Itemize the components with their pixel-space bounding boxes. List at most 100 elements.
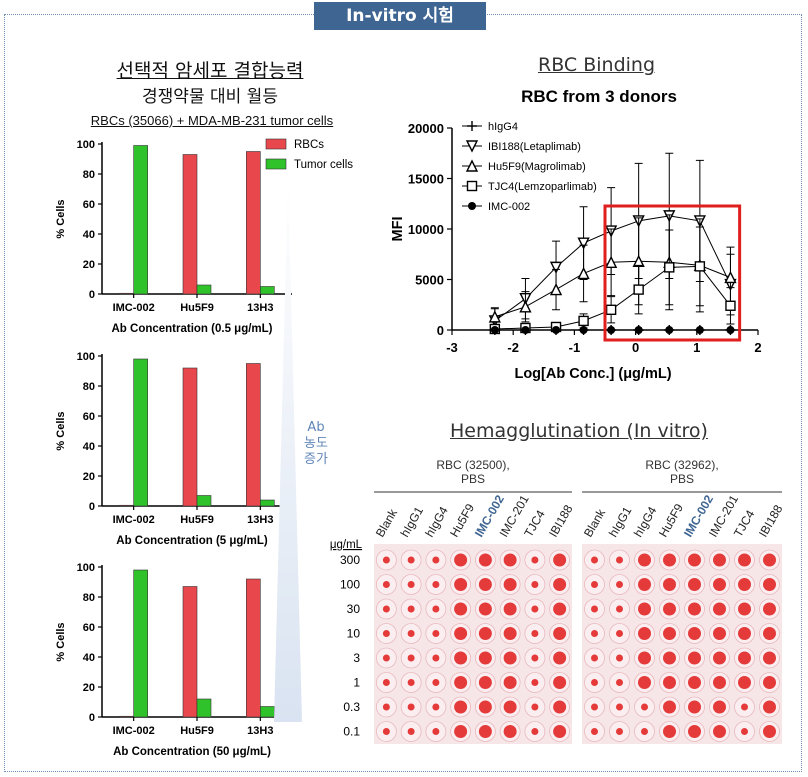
x-tick-label: -2	[507, 340, 519, 355]
legend-label: TJC4(Lemzoparlimab)	[488, 181, 597, 193]
well-dot	[738, 553, 751, 567]
well-dot	[713, 700, 726, 714]
x-tick-label: 1	[693, 340, 700, 355]
y-tick-label: 10000	[408, 222, 444, 237]
marker-triangle-up	[577, 266, 590, 280]
y-tick-label: 0	[89, 712, 95, 724]
well-dot	[553, 602, 567, 616]
well-dot	[478, 725, 492, 738]
well-dot	[713, 651, 726, 665]
marker-triangle-down	[465, 140, 479, 153]
group-label: RBC (32500),	[436, 458, 509, 472]
well-dot	[478, 578, 492, 591]
bar-chart-0-5: 0 20 40 60 80 100 IMC-002 Hu5F9 13H3 Ab Concentra…	[55, 138, 353, 335]
row-label: 3	[353, 651, 360, 665]
x-tick-label: -1	[569, 340, 581, 355]
well-dot	[688, 700, 701, 714]
bar-tumor-cells	[196, 495, 212, 507]
left-subtitle: 경쟁약물 대비 월등	[142, 87, 278, 107]
row-label: 0.3	[343, 700, 360, 714]
well-dot	[763, 627, 776, 640]
column-label: hIgG4	[631, 504, 660, 540]
row-label: 1	[353, 676, 360, 690]
y-tick-label: 0	[437, 323, 444, 338]
well-dot	[663, 676, 676, 689]
x-tick-label: Hu5F9	[180, 302, 214, 314]
well-dot	[741, 703, 748, 711]
bar-chart-5: 0 20 40 60 80 100 IMC-002 Hu5F9 13H3 Ab Concentra…	[55, 351, 292, 547]
well-dot	[454, 627, 468, 640]
marker-triangle-up	[604, 255, 618, 269]
group-label: PBS	[461, 472, 485, 486]
row-label: 0.1	[343, 725, 360, 739]
well-dot	[407, 630, 415, 637]
well-dot	[591, 605, 598, 613]
marker-circle	[579, 326, 588, 334]
well-dot	[616, 679, 623, 686]
x-tick-label: 13H3	[247, 725, 273, 737]
well-dot	[663, 602, 676, 616]
bar-rbcs	[119, 292, 134, 295]
marker-circle	[634, 326, 643, 334]
well-dot	[616, 728, 623, 735]
wedge-label-1: Ab	[307, 420, 325, 435]
well-dot	[407, 654, 415, 662]
x-tick-label: IMC-002	[113, 302, 155, 314]
well-dot	[638, 651, 651, 665]
well-dot	[763, 725, 776, 738]
column-label: Blank	[373, 506, 401, 540]
well-dot	[432, 679, 440, 686]
marker-square	[466, 180, 478, 192]
well-dot	[407, 581, 415, 588]
legend-label: Tumor cells	[294, 159, 353, 171]
legend-swatch	[265, 138, 287, 150]
well-dot	[638, 578, 651, 591]
x-tick-label: 13H3	[247, 302, 273, 314]
well-dot	[553, 651, 567, 665]
well-dot	[553, 725, 567, 738]
concentration-wedge	[274, 176, 302, 722]
well-dot	[638, 602, 651, 616]
x-axis-label: Ab Concentration (50 μg/mL)	[113, 746, 271, 758]
bar-rbcs	[182, 367, 198, 507]
well-dot	[591, 581, 598, 588]
bar-rbcs	[246, 151, 261, 295]
row-label: 300	[340, 553, 360, 567]
well-dot	[638, 676, 651, 689]
x-tick-label: IMC-002	[113, 514, 155, 526]
y-tick-label: 0	[89, 289, 95, 301]
legend-marker	[465, 140, 479, 153]
left-title: 선택적 암세포 결합능력	[116, 60, 304, 82]
well-dot	[454, 676, 468, 689]
well-dot	[663, 553, 676, 567]
well-dot	[407, 679, 415, 686]
marker-triangle-down	[549, 261, 563, 274]
well-dot	[407, 605, 415, 613]
well-dot	[503, 602, 517, 616]
well-dot	[454, 700, 468, 714]
well-dot	[503, 725, 517, 738]
well-dot	[531, 581, 539, 588]
bar-rbcs	[182, 154, 198, 295]
y-tick-label: 15000	[408, 172, 444, 187]
row-label: 100	[340, 578, 360, 592]
well-dot	[382, 605, 390, 613]
column-label: hIgG1	[398, 504, 427, 540]
y-axis-label: % Cells	[55, 622, 67, 661]
well-dot	[454, 553, 468, 567]
x-tick-label: IMC-002	[113, 725, 155, 737]
well-dot	[432, 605, 440, 613]
well-dot	[503, 553, 517, 567]
well-dot	[432, 703, 440, 711]
marker-triangle-up	[488, 310, 501, 323]
well-dot	[663, 700, 676, 714]
well-dot	[641, 728, 648, 735]
y-tick-label: 0	[89, 501, 95, 513]
well-dot	[432, 556, 440, 564]
well-dot	[688, 553, 701, 567]
legend-label: RBCs	[294, 139, 324, 151]
well-dot	[382, 581, 390, 588]
legend-marker	[465, 159, 479, 172]
well-dot	[382, 703, 390, 711]
column-label: IBI188	[546, 502, 576, 539]
